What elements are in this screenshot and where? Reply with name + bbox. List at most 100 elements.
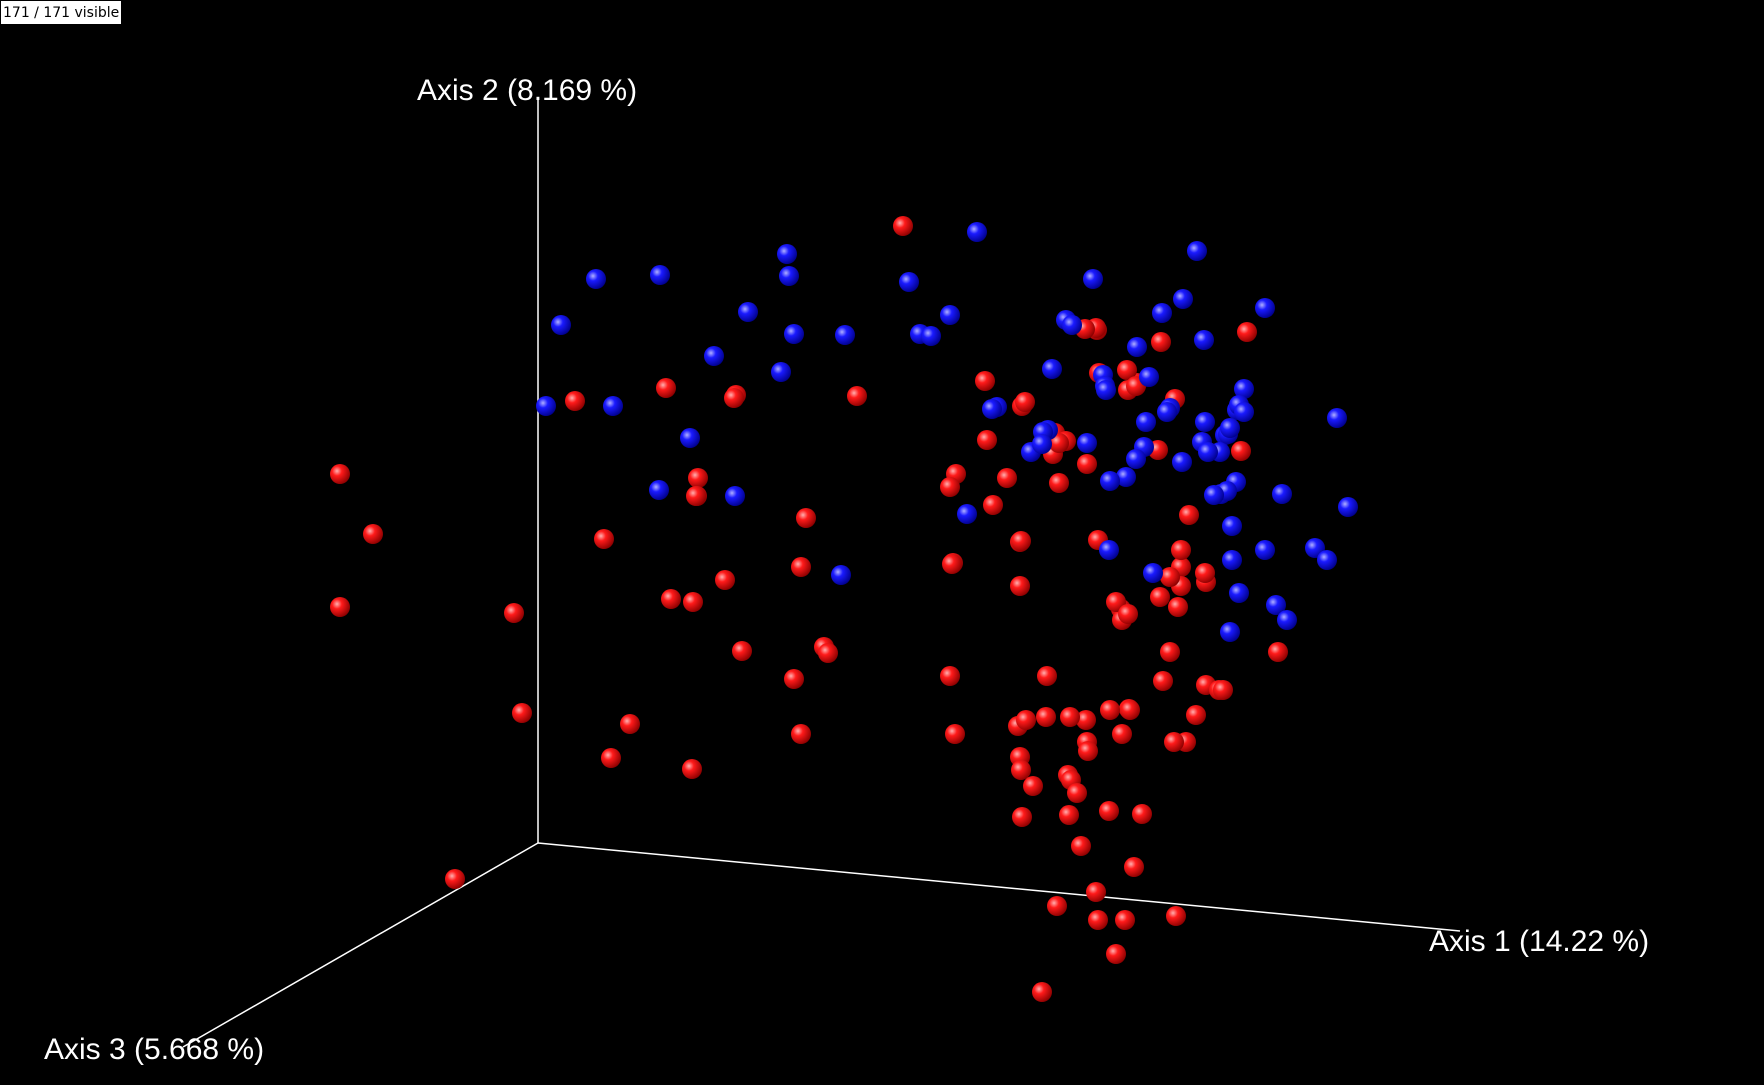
red-sample-point[interactable] [1086,882,1106,902]
blue-sample-point[interactable] [1136,412,1156,432]
blue-sample-point[interactable] [1032,434,1052,454]
red-sample-point[interactable] [1166,906,1186,926]
blue-sample-point[interactable] [1157,402,1177,422]
red-sample-point[interactable] [1164,732,1184,752]
red-sample-point[interactable] [1088,910,1108,930]
red-sample-point[interactable] [977,430,997,450]
blue-sample-point[interactable] [649,480,669,500]
red-sample-point[interactable] [1076,710,1096,730]
red-sample-point[interactable] [1036,707,1056,727]
blue-sample-point[interactable] [1077,433,1097,453]
blue-sample-point[interactable] [1152,303,1172,323]
red-sample-point[interactable] [1179,505,1199,525]
blue-sample-point[interactable] [1083,269,1103,289]
red-sample-point[interactable] [363,524,383,544]
blue-sample-point[interactable] [1143,563,1163,583]
red-sample-point[interactable] [330,597,350,617]
blue-sample-point[interactable] [1272,484,1292,504]
red-sample-point[interactable] [791,557,811,577]
blue-sample-point[interactable] [1255,540,1275,560]
blue-sample-point[interactable] [1099,540,1119,560]
red-sample-point[interactable] [975,371,995,391]
blue-sample-point[interactable] [1116,467,1136,487]
red-sample-point[interactable] [683,592,703,612]
blue-sample-point[interactable] [650,265,670,285]
red-sample-point[interactable] [682,759,702,779]
red-sample-point[interactable] [1099,801,1119,821]
blue-sample-point[interactable] [1222,550,1242,570]
blue-sample-point[interactable] [603,396,623,416]
blue-sample-point[interactable] [1198,442,1218,462]
red-sample-point[interactable] [1118,604,1138,624]
red-sample-point[interactable] [1037,666,1057,686]
red-sample-point[interactable] [565,391,585,411]
blue-sample-point[interactable] [704,346,724,366]
red-sample-point[interactable] [1115,910,1135,930]
red-sample-point[interactable] [1060,707,1080,727]
red-sample-point[interactable] [1049,473,1069,493]
red-sample-point[interactable] [732,641,752,661]
red-sample-point[interactable] [1132,804,1152,824]
blue-sample-point[interactable] [899,272,919,292]
blue-sample-point[interactable] [982,399,1002,419]
red-sample-point[interactable] [686,486,706,506]
red-sample-point[interactable] [847,386,867,406]
blue-sample-point[interactable] [1194,330,1214,350]
red-sample-point[interactable] [1151,332,1171,352]
blue-sample-point[interactable] [586,269,606,289]
blue-sample-point[interactable] [831,565,851,585]
red-sample-point[interactable] [715,570,735,590]
red-sample-point[interactable] [1117,360,1137,380]
blue-sample-point[interactable] [1255,298,1275,318]
red-sample-point[interactable] [1010,576,1030,596]
red-sample-point[interactable] [1213,680,1233,700]
blue-sample-point[interactable] [1173,289,1193,309]
red-sample-point[interactable] [1067,783,1087,803]
blue-sample-point[interactable] [1172,452,1192,472]
red-sample-point[interactable] [818,643,838,663]
blue-sample-point[interactable] [1127,337,1147,357]
red-sample-point[interactable] [1268,642,1288,662]
red-sample-point[interactable] [1078,741,1098,761]
red-sample-point[interactable] [601,748,621,768]
red-sample-point[interactable] [1059,805,1079,825]
blue-sample-point[interactable] [1096,380,1116,400]
red-sample-point[interactable] [1160,642,1180,662]
blue-sample-point[interactable] [1204,485,1224,505]
blue-sample-point[interactable] [725,486,745,506]
red-sample-point[interactable] [1011,760,1031,780]
blue-sample-point[interactable] [967,222,987,242]
red-sample-point[interactable] [1120,700,1140,720]
red-sample-point[interactable] [330,464,350,484]
red-sample-point[interactable] [656,378,676,398]
blue-sample-point[interactable] [1234,402,1254,422]
red-sample-point[interactable] [945,724,965,744]
red-sample-point[interactable] [1237,322,1257,342]
red-sample-point[interactable] [1012,807,1032,827]
blue-sample-point[interactable] [921,326,941,346]
red-sample-point[interactable] [1071,836,1091,856]
blue-sample-point[interactable] [1338,497,1358,517]
red-sample-point[interactable] [1032,982,1052,1002]
red-sample-point[interactable] [1047,896,1067,916]
red-sample-point[interactable] [1077,454,1097,474]
blue-sample-point[interactable] [1327,408,1347,428]
blue-sample-point[interactable] [1220,622,1240,642]
red-sample-point[interactable] [1186,705,1206,725]
blue-sample-point[interactable] [1229,583,1249,603]
red-sample-point[interactable] [445,869,465,889]
blue-sample-point[interactable] [779,266,799,286]
red-sample-point[interactable] [1015,392,1035,412]
red-sample-point[interactable] [688,468,708,488]
blue-sample-point[interactable] [551,315,571,335]
red-sample-point[interactable] [997,468,1017,488]
red-sample-point[interactable] [1106,944,1126,964]
red-sample-point[interactable] [1016,710,1036,730]
blue-sample-point[interactable] [1062,315,1082,335]
blue-sample-point[interactable] [1222,516,1242,536]
red-sample-point[interactable] [1100,700,1120,720]
red-sample-point[interactable] [942,554,962,574]
blue-sample-point[interactable] [1187,241,1207,261]
blue-sample-point[interactable] [1139,367,1159,387]
blue-sample-point[interactable] [1266,595,1286,615]
